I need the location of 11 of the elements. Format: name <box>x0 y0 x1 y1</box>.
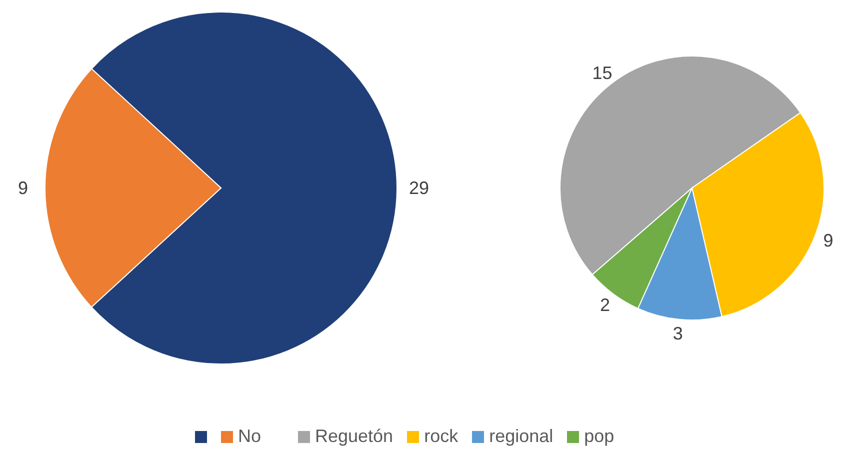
legend-label: regional <box>489 426 554 447</box>
data-label: 2 <box>600 295 610 316</box>
data-label: 9 <box>18 178 28 198</box>
legend-label: rock <box>424 426 458 447</box>
data-label: 15 <box>592 62 612 83</box>
legend-label: No <box>238 426 262 447</box>
data-label: 3 <box>672 323 683 344</box>
legend-label: pop <box>584 426 614 447</box>
legend-label: Reguetón <box>315 426 394 447</box>
data-label: 29 <box>408 178 430 198</box>
data-label: 9 <box>823 230 834 250</box>
